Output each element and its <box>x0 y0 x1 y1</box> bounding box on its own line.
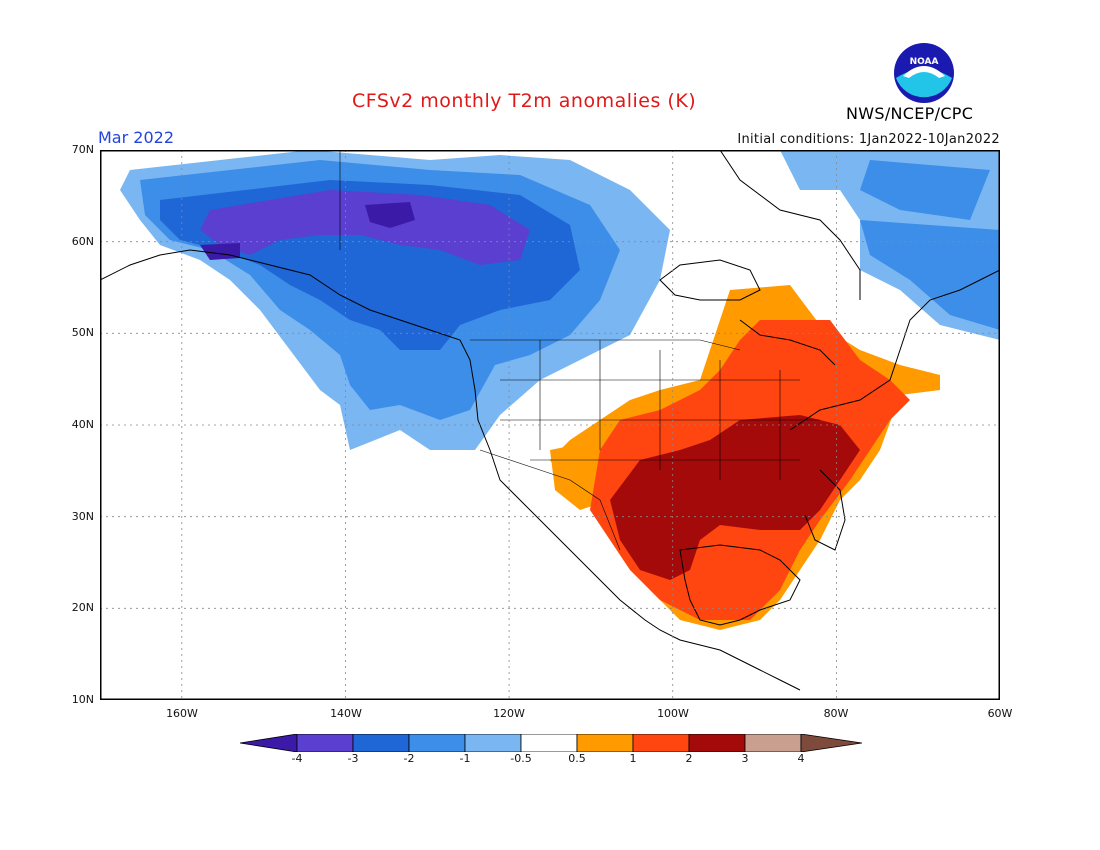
lon-label-120w: 120W <box>493 707 525 720</box>
colorbar-swatch-2 <box>352 734 410 752</box>
anomaly-deep-purple-alaska <box>200 243 240 260</box>
anomaly-blue-east <box>860 220 1000 330</box>
colorbar-swatch-3 <box>408 734 466 752</box>
colorbar-swatch-6 <box>576 734 634 752</box>
colorbar-label-4: -0.5 <box>510 752 532 765</box>
lat-label-60n: 60N <box>71 235 94 248</box>
political-borders <box>339 150 820 551</box>
colorbar-label-1: -3 <box>347 752 359 765</box>
colorbar-label-7: 2 <box>685 752 693 765</box>
lon-label-100w: 100W <box>657 707 689 720</box>
colorbar-swatch-5 <box>520 734 578 752</box>
agency-label: NWS/NCEP/CPC <box>846 104 974 123</box>
colorbar-label-6: 1 <box>629 752 637 765</box>
coastlines <box>100 150 1000 691</box>
colorbar-swatch-10 <box>800 734 862 752</box>
lon-gridlines <box>181 150 837 700</box>
lat-label-50n: 50N <box>71 326 94 339</box>
colorbar <box>240 734 862 752</box>
map-frame <box>100 150 1000 700</box>
colorbar-label-0: -4 <box>291 752 303 765</box>
lon-label-60w: 60W <box>987 707 1013 720</box>
colorbar-label-9: 4 <box>797 752 805 765</box>
colorbar-swatch-7 <box>632 734 690 752</box>
colorbar-swatch-8 <box>688 734 746 752</box>
lat-gridlines <box>100 241 1000 609</box>
lon-label-160w: 160W <box>166 707 198 720</box>
colorbar-swatch-1 <box>296 734 354 752</box>
lat-label-20n: 20N <box>71 601 94 614</box>
anomaly-map <box>100 150 1000 700</box>
svg-text:NOAA: NOAA <box>910 57 939 67</box>
colorbar-label-2: -2 <box>403 752 415 765</box>
lat-label-30n: 30N <box>71 510 94 523</box>
colorbar-swatch-9 <box>744 734 802 752</box>
colorbar-swatch-0 <box>240 734 298 752</box>
anomaly-deep-purple <box>365 202 415 228</box>
anomaly-fields <box>120 150 1000 630</box>
anomaly-blue-northeast <box>860 160 990 220</box>
colorbar-label-8: 3 <box>741 752 749 765</box>
noaa-logo-icon: NOAA <box>894 43 954 103</box>
chart-title: CFSv2 monthly T2m anomalies (K) <box>352 90 697 112</box>
lat-label-40n: 40N <box>71 418 94 431</box>
anomaly-purple <box>200 190 530 265</box>
forecast-month: Mar 2022 <box>98 128 174 147</box>
colorbar-label-3: -1 <box>459 752 471 765</box>
lat-label-70n: 70N <box>71 143 94 156</box>
initial-conditions: Initial conditions: 1Jan2022-10Jan2022 <box>737 132 1000 147</box>
colorbar-swatch-4 <box>464 734 522 752</box>
lon-label-80w: 80W <box>823 707 849 720</box>
lat-label-10n: 10N <box>71 693 94 706</box>
lon-label-140w: 140W <box>330 707 362 720</box>
colorbar-label-5: 0.5 <box>568 752 586 765</box>
